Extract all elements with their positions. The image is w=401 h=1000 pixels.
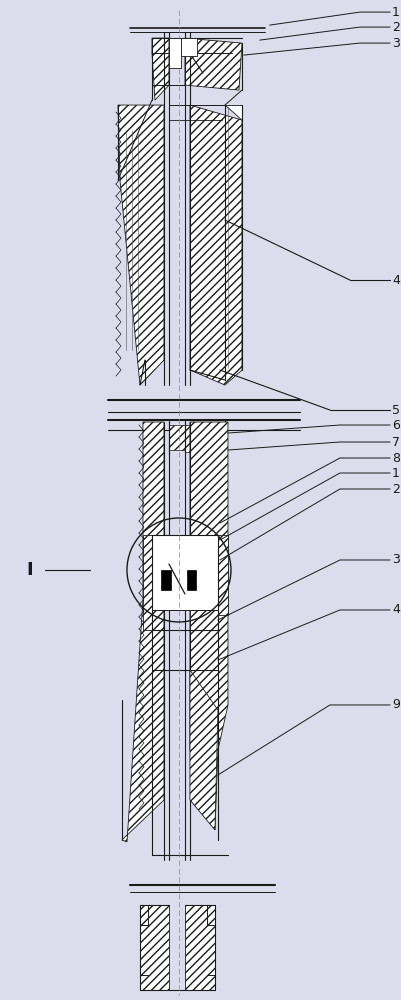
Polygon shape: [190, 422, 228, 830]
Text: I: I: [27, 561, 33, 579]
Text: 6: 6: [392, 419, 400, 432]
Polygon shape: [190, 535, 228, 630]
Text: 3: 3: [392, 553, 400, 566]
Bar: [152, 535, 218, 610]
Polygon shape: [122, 422, 164, 842]
Polygon shape: [118, 105, 164, 385]
Bar: [181, 38, 197, 56]
Polygon shape: [185, 425, 225, 452]
Text: 1: 1: [392, 6, 400, 19]
Text: 8: 8: [392, 452, 400, 465]
Polygon shape: [169, 425, 205, 450]
Text: 1: 1: [392, 467, 400, 480]
Text: 4: 4: [392, 603, 400, 616]
Polygon shape: [190, 105, 242, 385]
Text: 2: 2: [392, 21, 400, 34]
Bar: [169, 38, 181, 68]
Polygon shape: [225, 105, 242, 120]
Text: 7: 7: [392, 436, 400, 449]
Polygon shape: [185, 905, 215, 990]
Polygon shape: [143, 535, 164, 630]
Polygon shape: [185, 38, 242, 90]
Polygon shape: [140, 905, 169, 990]
Text: 3: 3: [392, 37, 400, 50]
Text: 2: 2: [392, 483, 400, 496]
Text: 9: 9: [392, 698, 400, 711]
Bar: [161, 570, 171, 590]
Polygon shape: [190, 670, 218, 830]
Bar: [187, 570, 196, 590]
Polygon shape: [152, 38, 169, 100]
Text: 4: 4: [392, 274, 400, 287]
Text: 5: 5: [392, 404, 400, 417]
